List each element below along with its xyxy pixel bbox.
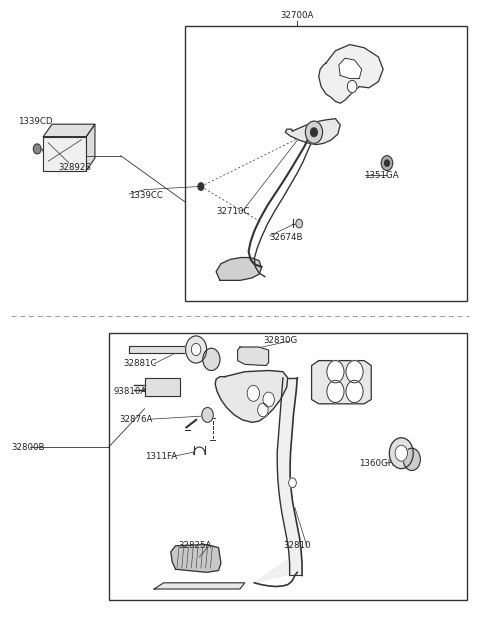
Text: 32881C: 32881C [123, 359, 156, 368]
Polygon shape [43, 124, 95, 136]
Text: 1360GH: 1360GH [360, 459, 395, 467]
Text: 32800B: 32800B [12, 443, 46, 451]
Text: 1311FA: 1311FA [145, 452, 178, 461]
Polygon shape [129, 346, 187, 353]
Circle shape [327, 361, 344, 383]
Circle shape [327, 380, 344, 402]
Text: 32810: 32810 [283, 541, 311, 551]
Circle shape [311, 128, 317, 136]
Circle shape [288, 478, 296, 488]
Text: 1351GA: 1351GA [364, 171, 399, 180]
Circle shape [348, 81, 357, 93]
Text: 32674B: 32674B [270, 233, 303, 242]
Circle shape [296, 219, 302, 228]
Bar [109, 334, 467, 600]
Circle shape [258, 403, 268, 417]
Polygon shape [144, 378, 180, 396]
Circle shape [389, 438, 413, 469]
Circle shape [305, 121, 323, 143]
Text: 1339CC: 1339CC [129, 191, 163, 200]
Circle shape [395, 445, 408, 461]
Text: 93810A: 93810A [114, 387, 147, 396]
Text: 32876A: 32876A [120, 415, 153, 423]
Bar [185, 26, 467, 301]
Circle shape [403, 448, 420, 471]
Polygon shape [215, 371, 288, 422]
Polygon shape [216, 257, 262, 280]
Text: 32710C: 32710C [216, 206, 250, 216]
Circle shape [202, 407, 213, 422]
Text: 32700A: 32700A [281, 11, 314, 20]
Polygon shape [277, 378, 302, 575]
Circle shape [384, 160, 389, 166]
Text: 1339CD: 1339CD [18, 117, 53, 126]
Circle shape [381, 156, 393, 171]
Text: 32825A: 32825A [178, 541, 211, 551]
Polygon shape [254, 551, 302, 583]
Circle shape [263, 392, 275, 407]
Polygon shape [86, 124, 95, 170]
Polygon shape [285, 118, 340, 144]
Circle shape [247, 385, 260, 401]
Circle shape [34, 144, 41, 154]
Polygon shape [339, 58, 362, 79]
Circle shape [346, 380, 363, 402]
Circle shape [198, 183, 204, 190]
Polygon shape [312, 361, 371, 404]
Circle shape [186, 336, 206, 363]
Circle shape [192, 343, 201, 356]
Text: 32892S: 32892S [59, 163, 92, 172]
Circle shape [346, 361, 363, 383]
Polygon shape [319, 45, 383, 104]
Polygon shape [154, 583, 245, 589]
Polygon shape [171, 544, 221, 572]
Polygon shape [43, 136, 86, 171]
Text: 32830G: 32830G [263, 337, 297, 345]
Circle shape [203, 348, 220, 371]
Polygon shape [238, 347, 269, 366]
